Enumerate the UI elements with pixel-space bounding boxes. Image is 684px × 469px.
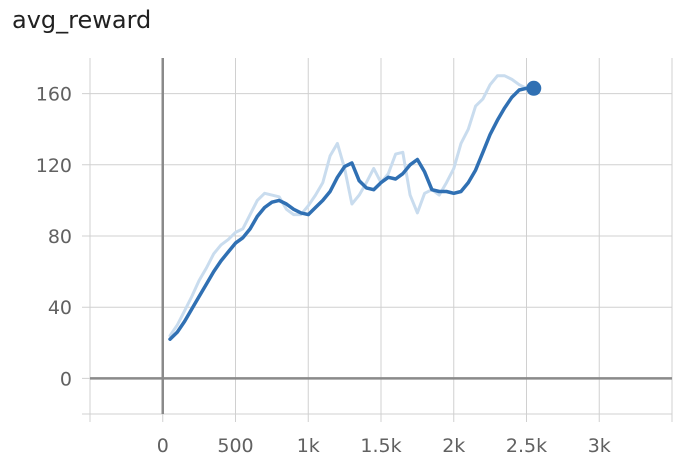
smoothed-series-line (168, 86, 536, 341)
series-group (168, 74, 542, 341)
y-tick-label: 0 (60, 368, 72, 390)
y-tick-label: 80 (48, 226, 72, 248)
x-tick-label: 0 (157, 435, 169, 457)
x-tick-label: 2.5k (506, 435, 547, 457)
x-tick-label: 1.5k (360, 435, 401, 457)
x-tick-label: 3k (588, 435, 611, 457)
axes (90, 58, 672, 414)
y-tick-label: 120 (36, 155, 72, 177)
tick-labels: 0 500 1k 1.5k 2k 2.5k 3k 0 40 80 120 160 (36, 84, 611, 457)
y-tick-label: 40 (48, 297, 72, 319)
chart-title: avg_reward (12, 6, 152, 34)
x-tick-label: 1k (297, 435, 320, 457)
raw-series-line (168, 74, 536, 338)
grid-lines (82, 58, 673, 422)
x-tick-label: 2k (442, 435, 465, 457)
y-tick-label: 160 (36, 84, 72, 106)
series-endpoint-marker (526, 80, 542, 96)
x-tick-label: 500 (217, 435, 253, 457)
